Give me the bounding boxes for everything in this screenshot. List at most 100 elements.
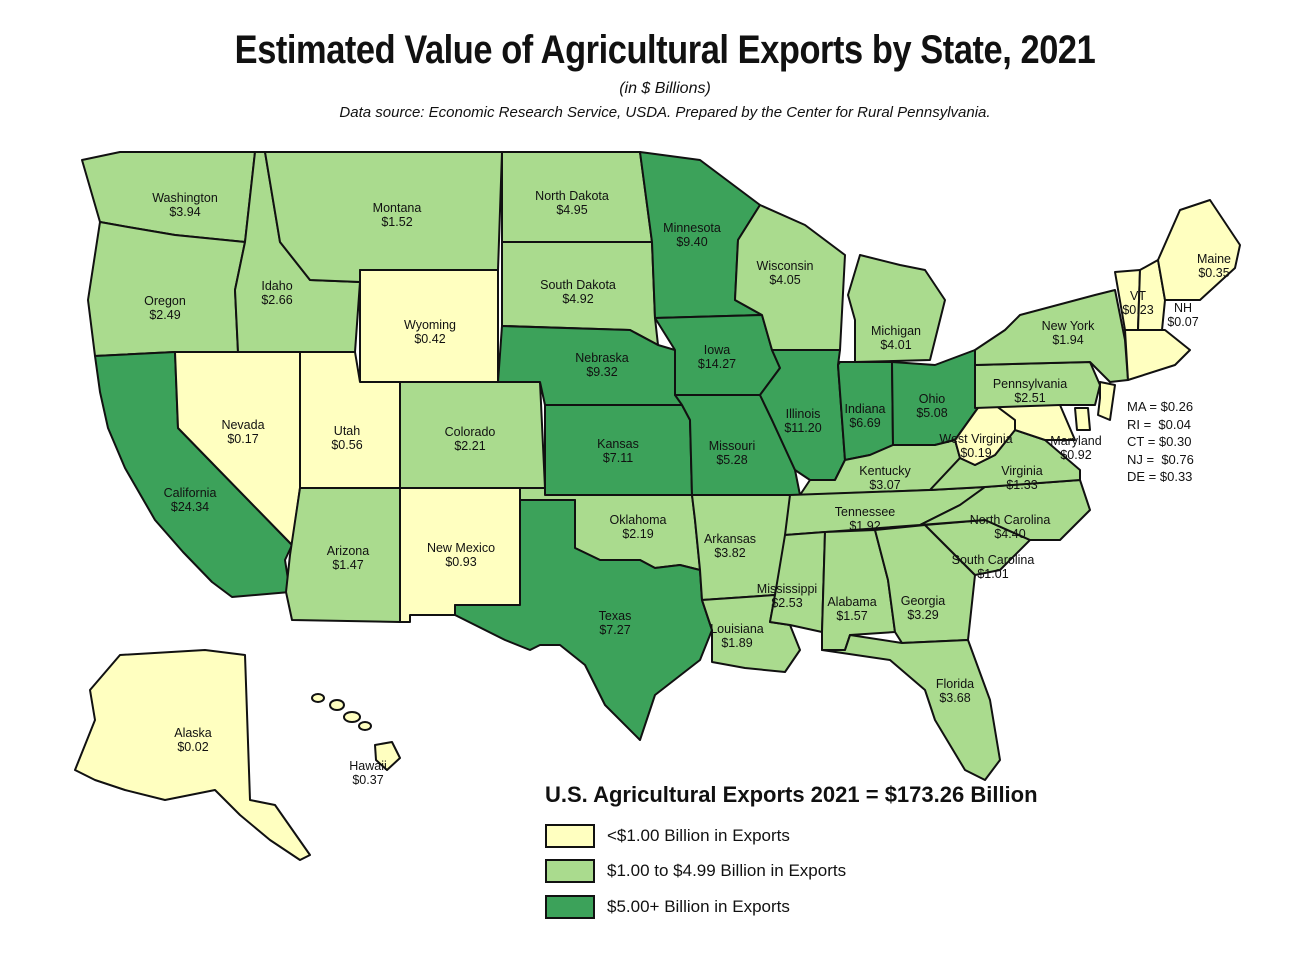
state-sne: [1124, 329, 1191, 381]
state-name-ne: Nebraska: [575, 351, 629, 365]
state-label-tn: Tennessee $1.92: [835, 505, 896, 533]
state-value-nh: $0.07: [1167, 315, 1198, 329]
state-name-tx: Texas: [599, 609, 632, 623]
state-name-wy: Wyoming: [404, 318, 456, 332]
state-name-vt: VT: [1130, 289, 1146, 303]
state-name-wa: Washington: [152, 191, 218, 205]
state-label-nh: NH $0.07: [1167, 301, 1198, 329]
state-nj: [1097, 381, 1116, 421]
legend-swatch-mid: [545, 859, 595, 883]
state-label-mn: Minnesota $9.40: [663, 221, 721, 249]
state-name-il: Illinois: [786, 407, 821, 421]
legend-label-low: <$1.00 Billion in Exports: [607, 826, 790, 845]
state-value-nd: $4.95: [556, 203, 587, 217]
state-name-nd: North Dakota: [535, 189, 609, 203]
state-label-nv: Nevada $0.17: [221, 418, 264, 446]
state-name-ks: Kansas: [597, 437, 639, 451]
state-value-tx: $7.27: [599, 623, 630, 637]
state-label-ny: New York $1.94: [1042, 319, 1096, 347]
state-name-pa: Pennsylvania: [993, 377, 1067, 391]
state-value-fl: $3.68: [939, 691, 970, 705]
state-name-nc: North Carolina: [970, 513, 1051, 527]
state-hi: [374, 741, 401, 771]
state-label-wy: Wyoming $0.42: [404, 318, 456, 346]
state-value-la: $1.89: [721, 636, 752, 650]
state-value-or: $2.49: [149, 308, 180, 322]
state-value-ky: $3.07: [869, 478, 900, 492]
state-name-hi: Hawaii: [349, 759, 387, 773]
small-state-ri: RI = $0.04: [1127, 416, 1191, 432]
state-label-in: Indiana $6.69: [844, 402, 885, 430]
state-label-me: Maine $0.35: [1197, 252, 1231, 280]
state-name-mt: Montana: [373, 201, 422, 215]
state-value-ny: $1.94: [1052, 333, 1083, 347]
state-label-az: Arizona $1.47: [327, 544, 369, 572]
data-source-note: Data source: Economic Research Service, …: [339, 104, 991, 121]
state-label-mo: Missouri $5.28: [709, 439, 756, 467]
state-name-ak: Alaska: [174, 726, 212, 740]
state-value-az: $1.47: [332, 558, 363, 572]
state-name-id: Idaho: [261, 279, 292, 293]
state-fl: [821, 634, 1001, 781]
state-name-nm: New Mexico: [427, 541, 495, 555]
state-value-ks: $7.11: [603, 451, 633, 465]
state-label-ok: Oklahoma $2.19: [610, 513, 667, 541]
state-label-vt: VT $0.23: [1122, 289, 1153, 317]
state-value-ne: $9.32: [586, 365, 617, 379]
state-label-sd: South Dakota $4.92: [540, 278, 616, 306]
state-name-oh: Ohio: [919, 392, 945, 406]
state-name-va: Virginia: [1001, 464, 1043, 478]
state-ak: [74, 649, 311, 861]
state-value-mi: $4.01: [880, 338, 911, 352]
state-name-in: Indiana: [844, 402, 885, 416]
state-value-ms: $2.53: [771, 596, 802, 610]
state-label-fl: Florida $3.68: [936, 677, 974, 705]
state-value-il: $11.20: [784, 421, 821, 435]
state-value-ak: $0.02: [177, 740, 208, 754]
state-name-md: Maryland: [1050, 434, 1101, 448]
state-label-ak: Alaska $0.02: [174, 726, 212, 754]
legend-label-high: $5.00+ Billion in Exports: [607, 897, 790, 916]
hawaii-island-2: [329, 699, 345, 711]
state-label-pa: Pennsylvania $2.51: [993, 377, 1067, 405]
state-label-wv: West Virginia $0.19: [939, 432, 1012, 460]
state-value-ok: $2.19: [622, 527, 653, 541]
state-value-vt: $0.23: [1122, 303, 1153, 317]
state-name-or: Oregon: [144, 294, 186, 308]
state-label-wa: Washington $3.94: [152, 191, 218, 219]
state-me: [1157, 199, 1241, 301]
state-name-wi: Wisconsin: [757, 259, 814, 273]
state-label-ga: Georgia $3.29: [901, 594, 946, 622]
state-value-mt: $1.52: [381, 215, 412, 229]
state-name-ms: Mississippi: [757, 582, 817, 596]
state-name-sc: South Carolina: [952, 553, 1035, 567]
state-label-sc: South Carolina $1.01: [952, 553, 1035, 581]
state-name-tn: Tennessee: [835, 505, 896, 519]
state-name-ar: Arkansas: [704, 532, 756, 546]
small-states-list: MA = $0.26 RI = $0.04 CT = $0.30 NJ = $0…: [1127, 398, 1194, 486]
state-value-id: $2.66: [261, 293, 292, 307]
state-label-ia: Iowa $14.27: [698, 343, 736, 371]
state-name-ga: Georgia: [901, 594, 946, 608]
hawaii-island-3: [343, 711, 361, 723]
state-value-sc: $1.01: [977, 567, 1008, 581]
state-label-nc: North Carolina $4.40: [970, 513, 1051, 541]
state-value-wa: $3.94: [169, 205, 200, 219]
state-value-ga: $3.29: [907, 608, 938, 622]
state-name-me: Maine: [1197, 252, 1231, 266]
legend-item-mid: $1.00 to $4.99 Billion in Exports: [545, 858, 846, 884]
state-value-ia: $14.27: [698, 357, 736, 371]
state-mi: [847, 254, 946, 363]
state-name-mo: Missouri: [709, 439, 756, 453]
state-label-va: Virginia $1.33: [1001, 464, 1043, 492]
small-state-ma: MA = $0.26: [1127, 399, 1194, 414]
state-name-az: Arizona: [327, 544, 369, 558]
state-value-mn: $9.40: [676, 235, 707, 249]
state-value-va: $1.33: [1006, 478, 1037, 492]
legend-swatch-high: [545, 895, 595, 919]
state-label-co: Colorado $2.21: [445, 425, 496, 453]
state-label-id: Idaho $2.66: [261, 279, 292, 307]
state-or: [87, 221, 246, 357]
state-value-wi: $4.05: [769, 273, 800, 287]
